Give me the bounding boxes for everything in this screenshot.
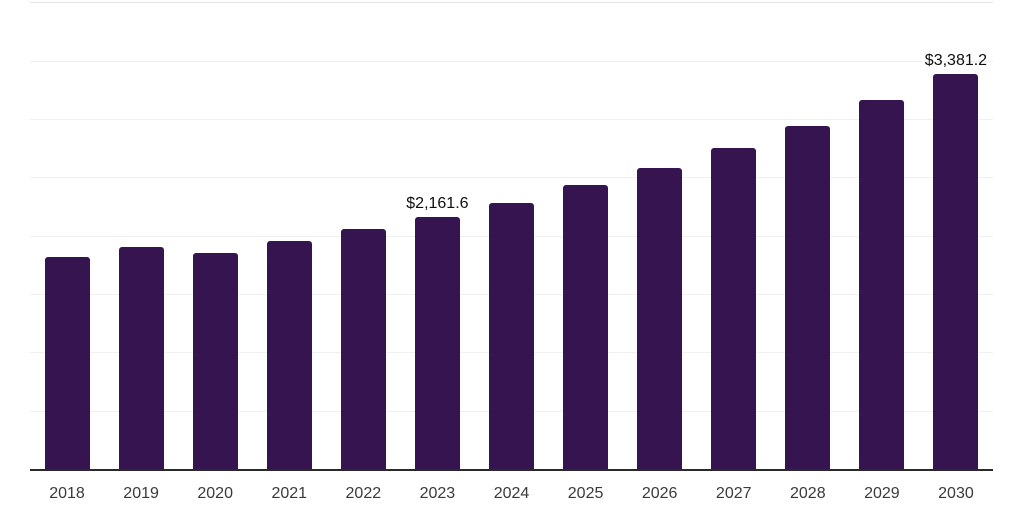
bar-2030[interactable] bbox=[933, 74, 979, 469]
x-tick-label-2020: 2020 bbox=[197, 485, 233, 502]
x-tick-label-2028: 2028 bbox=[790, 485, 826, 502]
bar-2028[interactable] bbox=[785, 125, 831, 469]
x-axis-line bbox=[30, 469, 993, 471]
gridline-4000 bbox=[30, 2, 993, 4]
x-tick-label-2023: 2023 bbox=[419, 485, 456, 502]
x-tick-label-2022: 2022 bbox=[345, 485, 382, 502]
bar-2029[interactable] bbox=[859, 99, 905, 469]
x-tick-label-2025: 2025 bbox=[567, 485, 604, 502]
gridline-2500 bbox=[30, 177, 993, 179]
x-tick-label-2018: 2018 bbox=[49, 485, 85, 502]
bar-2027[interactable] bbox=[711, 148, 757, 469]
bar-2022[interactable] bbox=[340, 229, 386, 469]
value-label-2030: $3,381.2 bbox=[924, 52, 988, 70]
bar-2019[interactable] bbox=[118, 246, 164, 469]
x-tick-label-2029: 2029 bbox=[864, 485, 900, 502]
x-tick-label-2024: 2024 bbox=[493, 485, 530, 502]
bar-2026[interactable] bbox=[637, 167, 683, 469]
value-label-2023: $2,161.6 bbox=[406, 194, 469, 212]
bar-2018[interactable] bbox=[44, 256, 90, 469]
x-tick-label-2026: 2026 bbox=[641, 485, 678, 502]
bar-2023[interactable] bbox=[414, 216, 460, 469]
x-tick-label-2021: 2021 bbox=[271, 485, 308, 502]
x-tick-label-2030: 2030 bbox=[938, 485, 974, 502]
bar-2024[interactable] bbox=[489, 202, 534, 469]
x-tick-label-2019: 2019 bbox=[123, 485, 159, 502]
bar-2025[interactable] bbox=[563, 184, 609, 469]
x-tick-label-2027: 2027 bbox=[715, 485, 752, 502]
bar-2021[interactable] bbox=[266, 241, 312, 469]
gridline-3000 bbox=[30, 118, 993, 120]
gridline-3500 bbox=[30, 60, 993, 62]
bar-2020[interactable] bbox=[192, 252, 238, 469]
